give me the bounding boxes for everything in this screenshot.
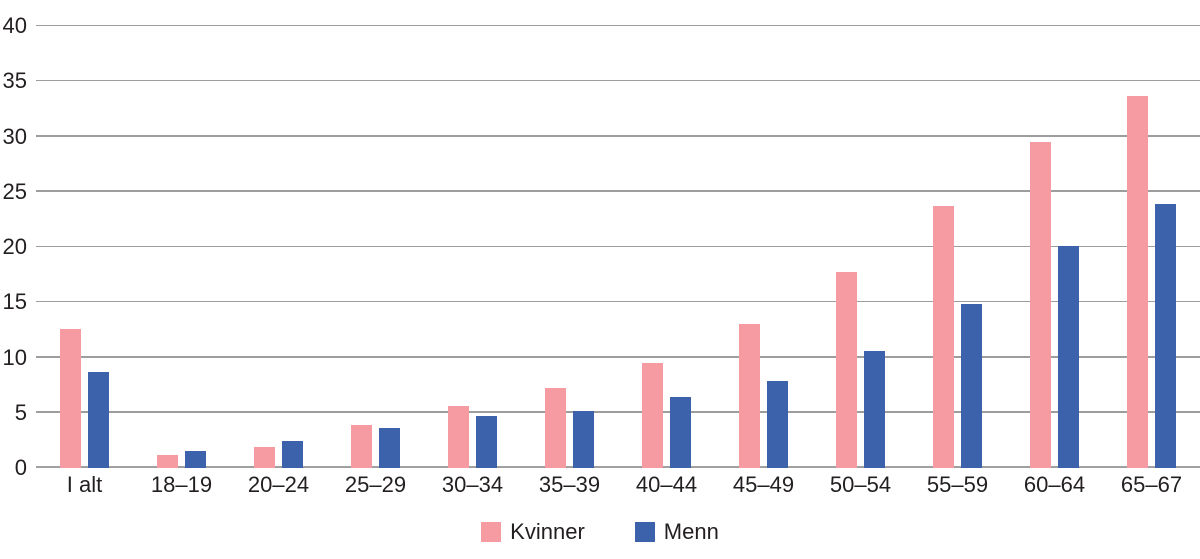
x-tick-label-25–29: 25–29 [344,472,407,497]
x-tick-label-i-alt: I alt [66,472,103,497]
legend: Kvinner Menn [0,521,1200,543]
gridline-y-25 [36,190,1200,192]
x-tick-label-45–49: 45–49 [732,472,795,497]
bar-menn-50–54 [864,350,885,468]
x-axis-labels: I alt 18–19 20–24 25–29 30–34 35–39 40–44 45–49… [36,472,1200,498]
bar-kvinner-60–64 [1030,142,1051,468]
category-group-40–44 [618,26,715,468]
bars-row [36,26,1200,468]
legend-label-menn: Menn [663,519,719,544]
bar-menn-40–44 [670,397,691,468]
x-tick-label-20–24: 20–24 [247,472,310,497]
bar-kvinner-50–54 [836,272,857,468]
gridline-y-10 [36,356,1200,358]
y-tick-label-10: 10 [2,344,27,370]
y-axis: 0 5 10 15 20 25 30 35 40 [0,0,36,559]
category-group-35–39 [521,26,618,468]
bar-menn-20–24 [282,441,303,468]
gridline-y-40 [36,24,1200,26]
bar-menn-18–19 [185,451,206,468]
bar-menn-45–49 [767,380,788,468]
x-tick-label-35–39: 35–39 [538,472,601,497]
x-tick-label-65–67: 65–67 [1120,472,1183,497]
gridline-y-35 [36,79,1200,82]
category-group-60–64 [1006,26,1103,468]
legend-item-menn: Menn [634,519,719,544]
category-group-45–49 [715,26,812,468]
plot-area [36,24,1200,468]
x-tick-label-30–34: 30–34 [441,472,504,497]
bar-kvinner-40–44 [642,363,663,468]
x-tick-label-40–44: 40–44 [635,472,698,497]
y-tick-label-35: 35 [2,68,27,94]
x-tick-label-55–59: 55–59 [926,472,989,497]
bar-menn-35–39 [573,410,594,468]
bar-menn-65–67 [1155,203,1176,468]
category-group-18–19 [133,26,230,468]
bar-kvinner-25–29 [351,424,372,468]
bar-menn-30–34 [476,416,497,468]
bar-menn-25–29 [379,428,400,468]
legend-label-kvinner: Kvinner [510,519,585,544]
x-tick-label-50–54: 50–54 [829,472,892,497]
bar-kvinner-i-alt [60,328,81,468]
x-tick-label-18–19: 18–19 [150,472,213,497]
category-group-50–54 [812,26,909,468]
legend-swatch-kvinner [481,522,502,542]
category-group-25–29 [327,26,424,468]
gridline-y-30 [36,135,1200,137]
bar-kvinner-20–24 [254,447,275,468]
y-tick-label-20: 20 [2,234,27,259]
bar-kvinner-30–34 [448,406,469,468]
y-tick-label-25: 25 [2,178,27,204]
category-group-65–67 [1103,26,1200,468]
gridline-y-5 [36,411,1200,413]
category-group-30–34 [424,26,521,468]
bar-kvinner-35–39 [545,388,566,468]
category-group-20–24 [230,26,327,468]
bar-menn-60–64 [1058,245,1079,468]
x-tick-label-60–64: 60–64 [1023,472,1086,497]
y-tick-label-30: 30 [2,123,27,149]
bar-kvinner-55–59 [933,206,954,468]
bar-kvinner-45–49 [739,324,760,468]
y-tick-label-0: 0 [14,455,27,480]
category-group-i-alt [36,26,133,468]
y-tick-label-5: 5 [14,399,27,425]
x-axis-line [36,465,1200,468]
legend-swatch-menn [634,522,655,542]
category-group-55–59 [909,26,1006,468]
y-tick-label-15: 15 [2,289,27,315]
bar-menn-i-alt [88,371,109,468]
bar-kvinner-65–67 [1127,95,1148,468]
gridline-y-20 [36,245,1200,247]
gridline-y-15 [36,300,1200,303]
y-tick-label-40: 40 [2,13,27,38]
bar-kvinner-18–19 [157,454,178,468]
legend-item-kvinner: Kvinner [481,521,585,543]
bar-menn-55–59 [961,304,982,468]
